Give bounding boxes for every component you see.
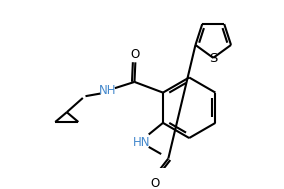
Text: NH: NH xyxy=(99,84,116,97)
Text: HN: HN xyxy=(133,136,150,149)
Text: O: O xyxy=(150,177,160,189)
Text: S: S xyxy=(209,52,218,65)
Text: O: O xyxy=(131,48,140,60)
